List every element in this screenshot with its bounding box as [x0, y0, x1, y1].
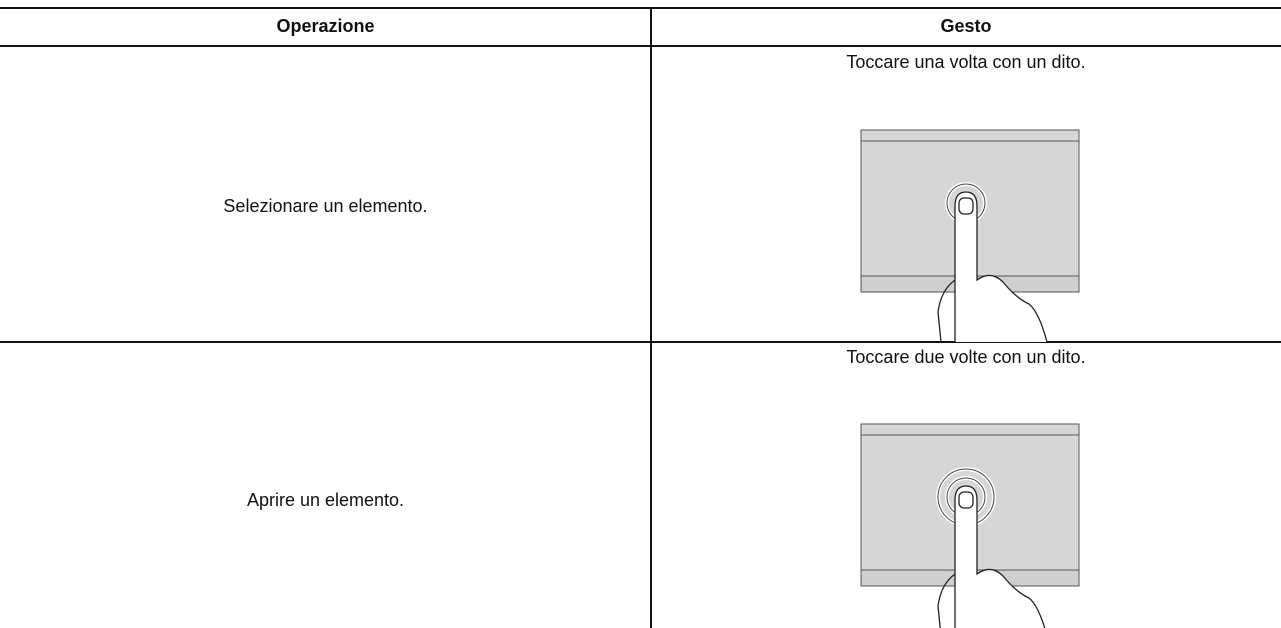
column-divider — [650, 7, 652, 628]
row-border — [0, 341, 1281, 343]
touchpad-double-tap — [860, 423, 1080, 628]
gesture-caption: Toccare una volta con un dito. — [846, 52, 1086, 72]
gesture-caption: Toccare due volte con un dito. — [846, 347, 1086, 367]
touchpad-single-tap — [860, 129, 1080, 343]
header-cell: Gesto — [940, 16, 992, 36]
operation-cell: Selezionare un elemento. — [223, 196, 428, 216]
table-top-border — [0, 7, 1281, 9]
header-cell: Operazione — [276, 16, 375, 36]
operation-cell: Aprire un elemento. — [246, 490, 405, 510]
header-bottom-border — [0, 45, 1281, 47]
